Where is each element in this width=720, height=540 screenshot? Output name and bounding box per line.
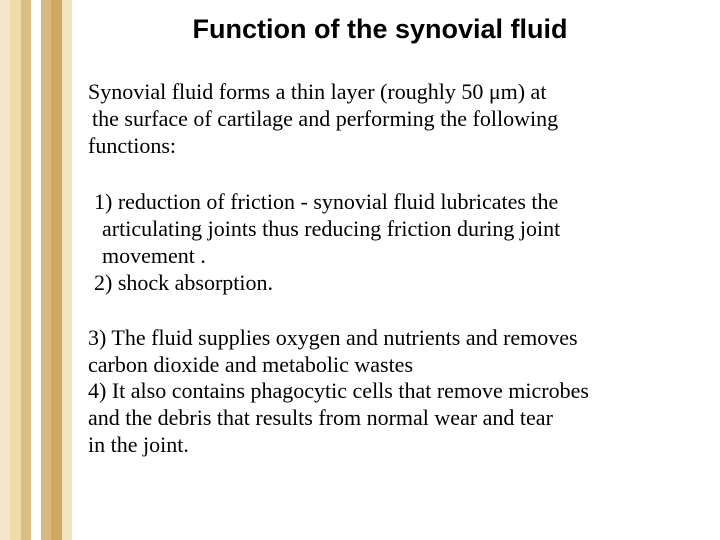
intro-line-3: functions: — [88, 133, 710, 160]
strip-col-4 — [31, 0, 41, 540]
slide-content: Function of the synovial fluid Synovial … — [80, 0, 710, 540]
function-item-4: 4) It also contains phagocytic cells tha… — [80, 378, 710, 458]
strip-col-2 — [10, 0, 20, 540]
strip-col-5 — [41, 0, 51, 540]
item4-line-a: 4) It also contains phagocytic cells tha… — [88, 378, 710, 405]
strip-col-6 — [51, 0, 61, 540]
intro-paragraph: Synovial fluid forms a thin layer (rough… — [80, 79, 710, 159]
intro-line-1: Synovial fluid forms a thin layer (rough… — [88, 79, 710, 106]
strip-col-1 — [0, 0, 10, 540]
item3-line-a: 3) The fluid supplies oxygen and nutrien… — [88, 325, 710, 352]
item1-line-c: movement . — [88, 243, 710, 270]
item2-line-a: 2) shock absorption. — [88, 270, 710, 297]
item1-line-a: 1) reduction of friction - synovial flui… — [88, 189, 710, 216]
strip-col-7 — [62, 0, 72, 540]
function-item-3: 3) The fluid supplies oxygen and nutrien… — [80, 325, 710, 379]
slide-title: Function of the synovial fluid — [80, 14, 710, 45]
spacer — [80, 297, 710, 325]
item3-line-b: carbon dioxide and metabolic wastes — [88, 352, 710, 379]
strip-col-3 — [21, 0, 31, 540]
function-item-1: 1) reduction of friction - synovial flui… — [80, 189, 710, 269]
item1-line-b: articulating joints thus reducing fricti… — [88, 216, 710, 243]
intro-line-2: the surface of cartilage and performing … — [88, 106, 710, 133]
item4-line-c: in the joint. — [88, 432, 710, 459]
decorative-side-strip — [0, 0, 72, 540]
item4-line-b: and the debris that results from normal … — [88, 405, 710, 432]
function-item-2: 2) shock absorption. — [80, 270, 710, 297]
